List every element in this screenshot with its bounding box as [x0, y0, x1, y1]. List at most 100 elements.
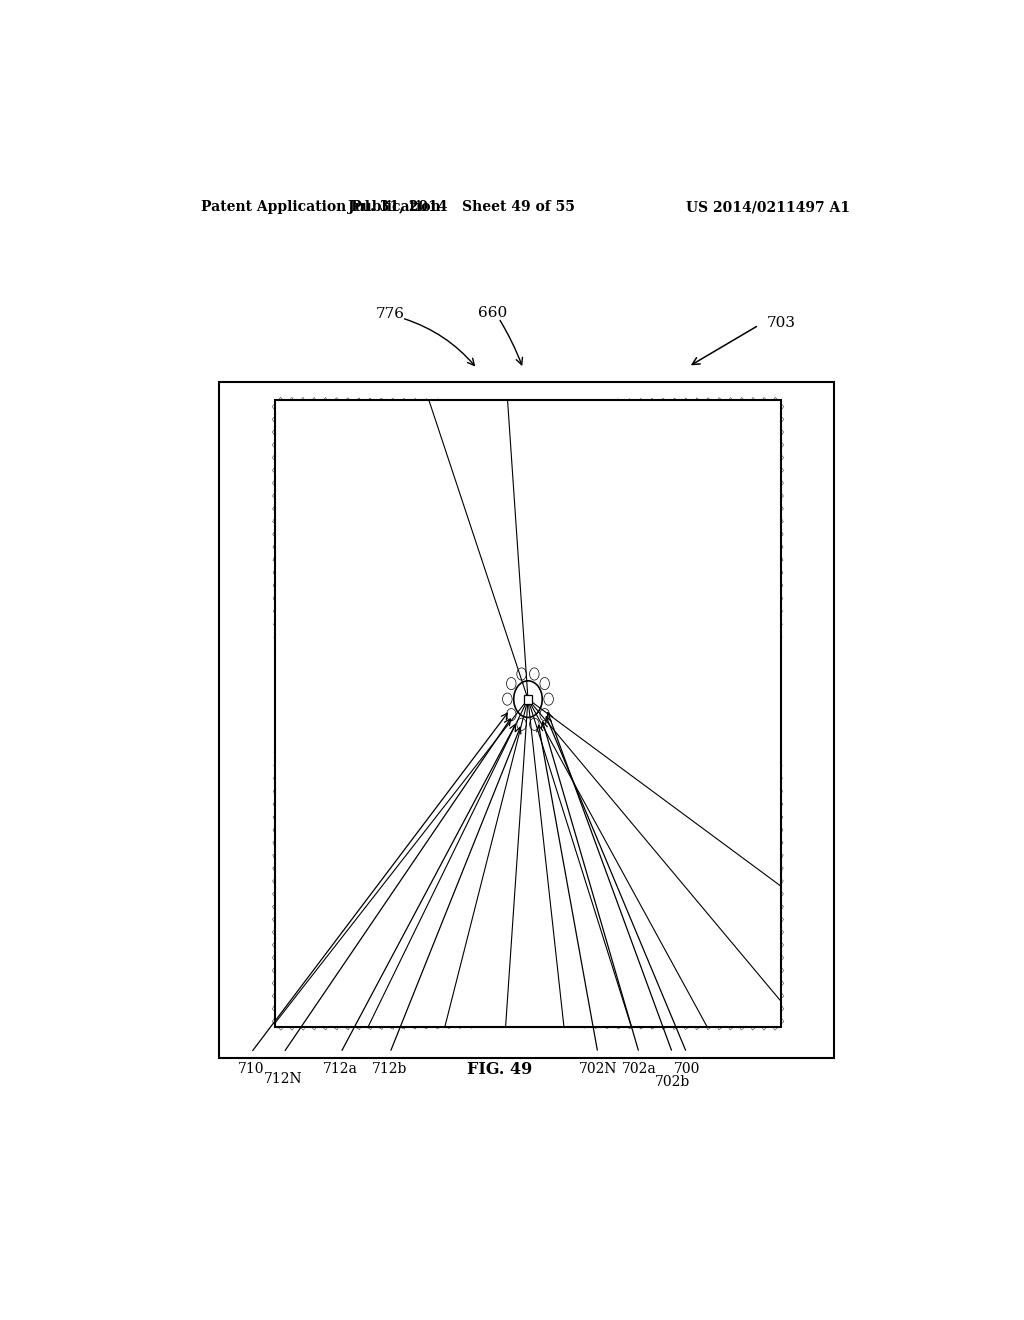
Bar: [427, 399, 440, 412]
Bar: [694, 787, 706, 804]
Bar: [328, 825, 340, 842]
Bar: [693, 447, 707, 463]
Bar: [629, 726, 638, 741]
Bar: [383, 1003, 396, 1016]
Bar: [771, 498, 783, 515]
Bar: [350, 511, 362, 527]
Bar: [660, 611, 673, 628]
Bar: [705, 536, 717, 552]
Bar: [483, 763, 495, 777]
Bar: [340, 611, 351, 628]
Bar: [441, 701, 449, 714]
Bar: [604, 549, 617, 564]
Bar: [651, 713, 659, 727]
Bar: [286, 688, 294, 702]
Bar: [771, 561, 783, 577]
Bar: [727, 573, 738, 590]
Bar: [296, 738, 305, 754]
Text: Jul. 31, 2014   Sheet 49 of 55: Jul. 31, 2014 Sheet 49 of 55: [348, 201, 574, 214]
Bar: [685, 688, 692, 702]
Bar: [550, 738, 561, 752]
Bar: [284, 561, 296, 578]
Bar: [594, 437, 606, 450]
Bar: [594, 788, 606, 803]
Bar: [593, 813, 606, 829]
Bar: [550, 601, 561, 612]
Bar: [671, 875, 684, 892]
Bar: [571, 966, 584, 978]
Bar: [539, 941, 550, 952]
Bar: [306, 863, 318, 879]
Bar: [561, 928, 572, 940]
Bar: [438, 788, 452, 804]
Bar: [726, 473, 739, 490]
Bar: [418, 649, 428, 664]
Bar: [595, 725, 605, 741]
Bar: [339, 486, 352, 502]
Bar: [663, 700, 671, 715]
Bar: [749, 523, 761, 540]
Bar: [737, 411, 751, 426]
Bar: [550, 475, 561, 486]
Bar: [561, 1016, 572, 1028]
Bar: [693, 825, 706, 842]
Bar: [295, 461, 307, 477]
Bar: [450, 474, 463, 487]
Bar: [638, 762, 650, 779]
Bar: [495, 525, 506, 537]
Bar: [571, 1005, 584, 1015]
Bar: [672, 598, 683, 615]
Bar: [295, 925, 307, 942]
Bar: [604, 838, 617, 854]
Bar: [771, 434, 783, 451]
Bar: [615, 549, 629, 564]
Bar: [594, 890, 606, 903]
Bar: [726, 436, 739, 451]
Bar: [417, 1016, 429, 1028]
Bar: [527, 829, 540, 838]
Bar: [328, 498, 341, 515]
Bar: [394, 888, 408, 904]
Bar: [472, 400, 484, 411]
Bar: [717, 611, 727, 628]
Bar: [671, 863, 684, 879]
Bar: [705, 902, 717, 917]
Bar: [649, 399, 662, 412]
Bar: [339, 1015, 352, 1030]
Bar: [583, 437, 595, 449]
Bar: [705, 573, 717, 590]
Bar: [518, 714, 526, 726]
Bar: [272, 863, 285, 879]
Bar: [416, 915, 429, 929]
Bar: [561, 979, 572, 990]
Bar: [495, 649, 506, 664]
Bar: [682, 447, 695, 463]
Bar: [571, 525, 584, 537]
Bar: [649, 940, 662, 954]
Bar: [416, 940, 429, 954]
Bar: [438, 953, 452, 966]
Bar: [550, 789, 561, 801]
Bar: [272, 1002, 286, 1018]
Bar: [372, 927, 385, 942]
Bar: [760, 952, 772, 968]
Bar: [682, 825, 695, 842]
Bar: [406, 461, 418, 475]
Bar: [329, 800, 340, 817]
Bar: [472, 776, 484, 791]
Bar: [671, 825, 684, 842]
Bar: [408, 701, 416, 714]
Bar: [605, 412, 617, 424]
Bar: [694, 636, 705, 653]
Bar: [561, 450, 572, 462]
Bar: [771, 863, 783, 879]
Bar: [461, 851, 473, 866]
Bar: [771, 977, 783, 993]
Bar: [517, 829, 528, 838]
Bar: [394, 825, 408, 842]
Bar: [615, 928, 629, 941]
Bar: [638, 461, 651, 475]
Bar: [760, 447, 772, 465]
Bar: [659, 1003, 673, 1016]
Bar: [550, 413, 561, 424]
